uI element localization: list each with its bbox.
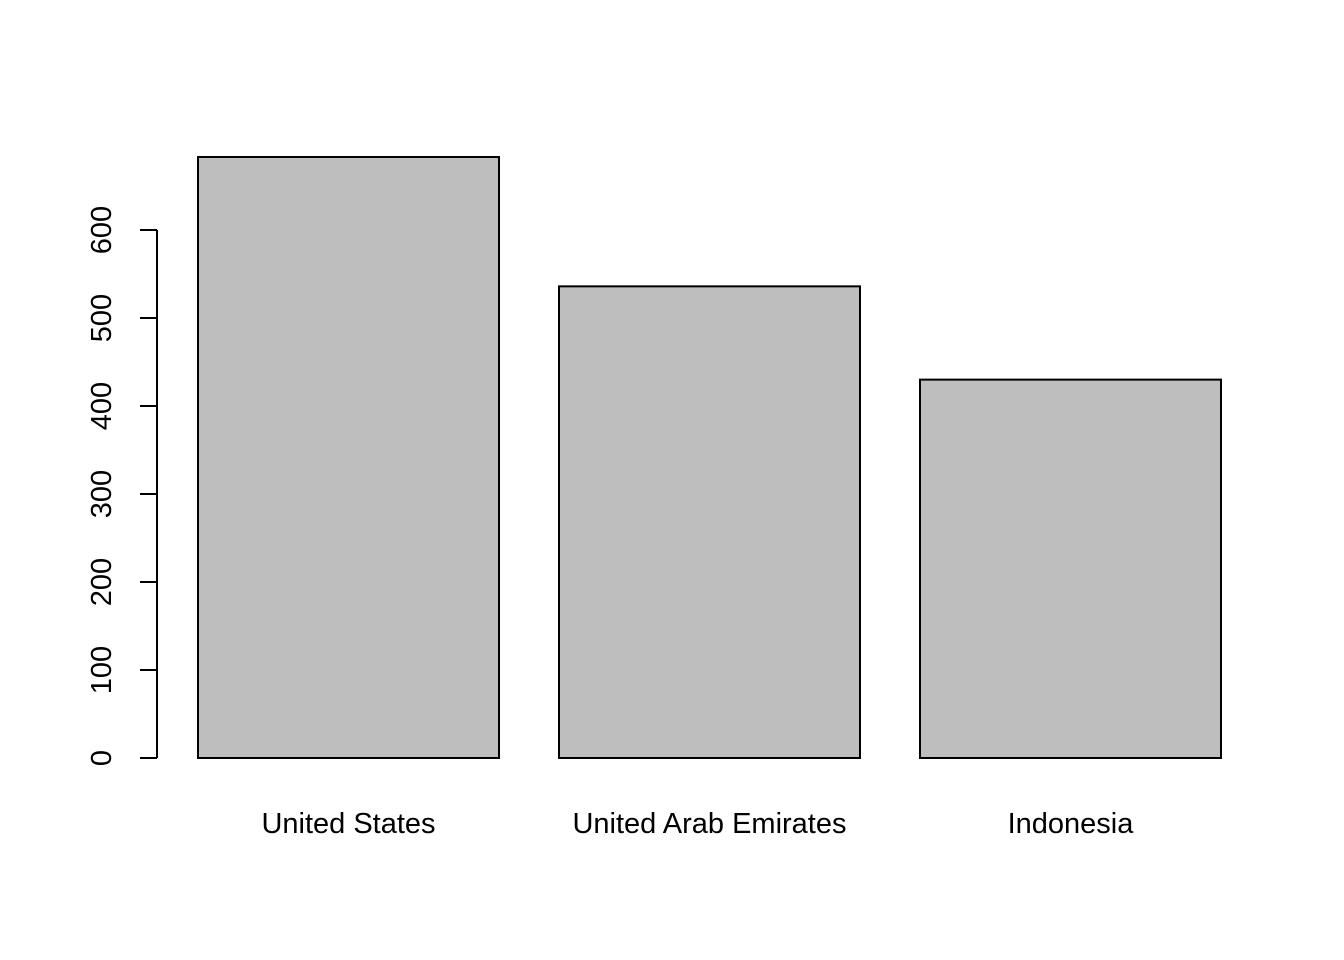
x-axis-labels: United States United Arab Emirates Indones… — [261, 808, 1134, 840]
y-tick-label-500: 500 — [86, 294, 118, 342]
bar-united-states — [197, 156, 500, 759]
y-axis: 0 100 200 300 400 500 600 — [86, 206, 158, 766]
y-tick-label-0: 0 — [86, 750, 118, 766]
y-tick-label-100: 100 — [86, 646, 118, 694]
bars-group — [197, 156, 1222, 759]
bar-united-arab-emirates — [558, 285, 861, 759]
x-tick-label-indonesia: Indonesia — [1008, 808, 1135, 840]
x-tick-label-united-arab-emirates: United Arab Emirates — [572, 808, 846, 840]
y-tick-label-200: 200 — [86, 558, 118, 606]
y-tick-label-600: 600 — [86, 206, 118, 254]
y-tick-label-400: 400 — [86, 382, 118, 430]
y-tick-label-300: 300 — [86, 470, 118, 518]
bar-indonesia — [919, 378, 1222, 759]
x-tick-label-united-states: United States — [261, 808, 435, 840]
